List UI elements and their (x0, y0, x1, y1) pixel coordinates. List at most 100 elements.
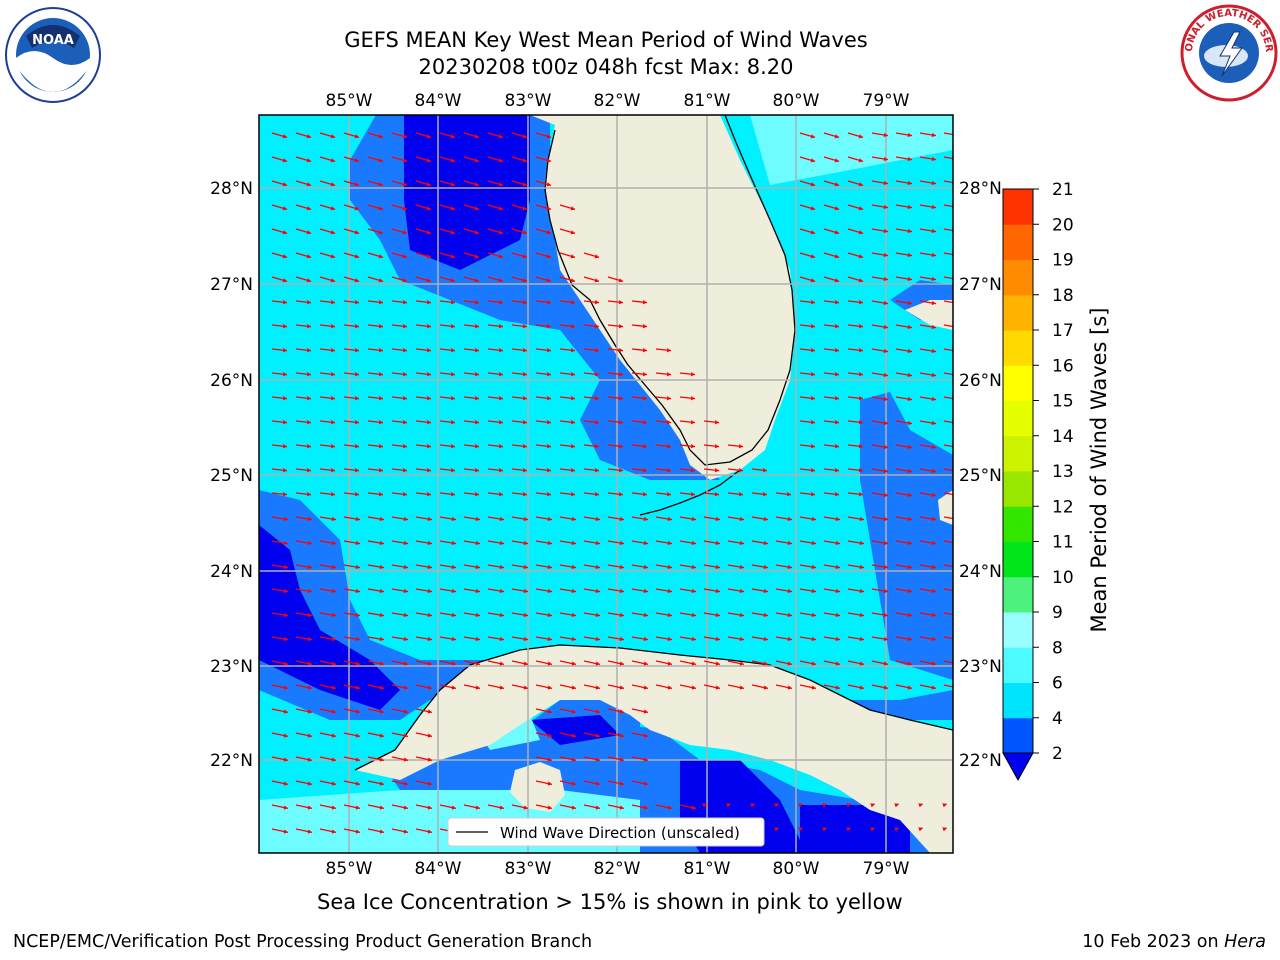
wave-direction-arrowhead (426, 206, 432, 211)
wave-direction-arrowhead (835, 612, 840, 618)
wave-direction-arrowhead (379, 564, 384, 570)
wave-direction-arrowhead (956, 517, 960, 521)
wave-direction-arrowhead (667, 540, 672, 546)
wave-direction-arrowhead (931, 276, 936, 282)
wave-direction-arrowhead (402, 206, 408, 211)
wave-direction-arrowhead (522, 134, 528, 139)
wave-direction-arrowhead (403, 829, 408, 834)
wave-direction-arrowhead (282, 182, 288, 187)
wave-direction-arrowhead (355, 540, 360, 546)
wave-direction-arrowhead (643, 685, 648, 690)
wave-direction-arrowhead (379, 709, 384, 714)
wave-direction-arrowhead (402, 134, 408, 139)
wave-direction-arrowhead (474, 158, 480, 163)
wave-direction-arrowhead (474, 254, 480, 259)
wave-direction-arrowhead (956, 229, 960, 233)
wave-direction-arrowhead (330, 444, 336, 449)
wave-direction-arrowhead (619, 685, 624, 690)
wave-direction-arrowhead (306, 420, 312, 425)
wave-direction-arrowhead (330, 134, 336, 139)
colorbar-tick-label: 11 (1052, 533, 1074, 553)
wave-direction-arrowhead (907, 180, 912, 186)
wave-direction-arrowhead (894, 827, 899, 832)
colorbar-tick-label: 6 (1052, 674, 1063, 694)
wave-direction-arrow (943, 252, 953, 256)
wave-direction-arrowhead (571, 588, 576, 594)
wave-direction-arrowhead (787, 612, 792, 618)
wave-direction-arrowhead (522, 444, 528, 449)
lon-label-top: 79°W (863, 91, 910, 111)
wave-direction-arrowhead (450, 348, 456, 353)
wave-direction-arrowhead (739, 612, 744, 618)
wave-direction-arrowhead (523, 636, 528, 642)
wave-direction-arrowhead (956, 253, 960, 257)
wave-direction-arrowhead (402, 372, 408, 377)
wave-direction-arrowhead (883, 396, 888, 402)
wave-direction-arrowhead (858, 444, 864, 449)
wave-direction-arrowhead (883, 156, 888, 162)
wave-direction-arrowhead (931, 516, 936, 522)
wave-direction-arrowhead (931, 588, 936, 594)
wave-direction-arrowhead (619, 757, 624, 762)
wave-direction-arrowhead (666, 444, 672, 449)
lat-label-left: 24°N (210, 562, 253, 582)
wave-direction-arrowhead (835, 636, 840, 642)
wave-direction-arrowhead (570, 492, 576, 497)
wave-direction-arrowhead (355, 661, 360, 666)
wave-direction-arrowhead (763, 540, 768, 546)
wave-direction-arrowhead (450, 158, 456, 163)
wave-direction-arrowhead (595, 709, 600, 714)
wave-direction-arrowhead (834, 396, 840, 401)
lon-label-top: 80°W (773, 91, 820, 111)
wave-direction-arrowhead (594, 372, 600, 377)
wave-direction-arrowhead (498, 348, 504, 353)
wave-direction-arrowhead (282, 158, 288, 163)
wave-direction-arrowhead (307, 757, 312, 762)
wave-direction-arrowhead (642, 372, 648, 377)
wave-direction-arrowhead (379, 805, 384, 810)
wave-direction-arrowhead (403, 757, 408, 762)
wave-direction-arrowhead (355, 709, 360, 714)
colorbar-tick-label: 2 (1052, 744, 1063, 764)
wave-direction-arrowhead (450, 396, 456, 401)
wave-direction-arrowhead (762, 492, 768, 497)
wave-direction-arrowhead (595, 588, 600, 594)
wave-direction-arrowhead (619, 781, 624, 786)
wave-direction-arrowhead (763, 636, 768, 642)
wave-direction-arrowhead (811, 685, 816, 690)
wave-direction-arrowhead (931, 685, 936, 690)
wave-direction-arrowhead (931, 661, 936, 666)
wave-direction-arrowhead (427, 661, 432, 666)
wave-direction-arrowhead (546, 254, 552, 259)
wave-direction-arrowhead (451, 588, 456, 594)
colorbar-segment (1003, 647, 1033, 683)
wave-direction-arrowhead (474, 300, 480, 305)
colorbar-segment (1003, 471, 1033, 507)
wave-direction-arrowhead (307, 661, 312, 666)
lon-label-top: 83°W (505, 91, 552, 111)
wave-direction-arrowhead (378, 468, 384, 473)
wave-direction-arrowhead (667, 685, 672, 690)
wave-direction-arrowhead (810, 230, 816, 235)
wave-direction-arrowhead (331, 757, 336, 762)
wave-direction-arrowhead (739, 588, 744, 594)
wave-direction-arrowhead (691, 685, 696, 690)
wave-direction-arrowhead (763, 685, 768, 690)
wave-direction-arrowhead (931, 636, 936, 642)
isla-juventud-land (510, 762, 565, 812)
wave-direction-arrowhead (331, 516, 336, 522)
wave-direction-arrowhead (283, 612, 288, 618)
wave-direction-arrowhead (907, 252, 912, 258)
wave-direction-arrowhead (546, 444, 552, 449)
wave-direction-arrowhead (846, 827, 851, 832)
wave-direction-arrow (943, 612, 953, 616)
wave-direction-arrowhead (450, 372, 456, 377)
wave-direction-arrowhead (774, 827, 779, 832)
wave-direction-arrowhead (835, 685, 840, 690)
wave-direction-arrowhead (811, 540, 816, 546)
wave-direction-arrowhead (690, 468, 696, 473)
lat-label-left: 22°N (210, 751, 253, 771)
wave-direction-arrowhead (403, 564, 408, 570)
wave-direction-arrowhead (883, 420, 888, 426)
florida-coastline (544, 115, 796, 466)
